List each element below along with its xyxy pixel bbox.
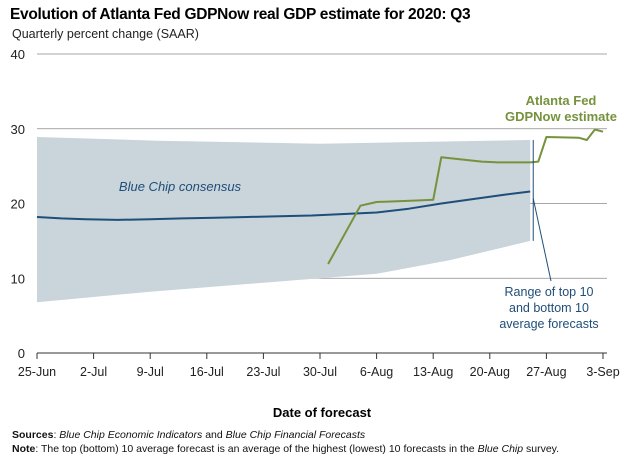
gdpnow-label-line-1: Atlanta Fed xyxy=(526,93,597,108)
range-leader-line xyxy=(532,198,552,282)
x-tick-label-23-Jul: 23-Jul xyxy=(246,365,280,379)
chart-footer: Sources: Blue Chip Economic Indicators a… xyxy=(12,428,559,456)
blue-chip-consensus-label: Blue Chip consensus xyxy=(119,179,242,194)
note-label: Note xyxy=(12,443,36,455)
range-band-group xyxy=(37,137,531,303)
range-label-line-3: average forecasts xyxy=(499,317,598,331)
note-line: Note: The top (bottom) 10 average foreca… xyxy=(12,442,559,456)
x-tick-label-13-Aug: 13-Aug xyxy=(413,365,453,379)
gdpnow-label-line-2: GDPNow estimate xyxy=(505,109,617,124)
sources-label: Sources xyxy=(12,429,54,441)
blue-chip-consensus-line xyxy=(36,190,531,221)
x-tick-label-2-Jul: 2-Jul xyxy=(80,365,107,379)
range-label-line-1: Range of top 10 xyxy=(505,285,594,299)
y-tick-label-40: 40 xyxy=(11,47,25,62)
sources-text-2: and xyxy=(202,429,226,441)
gdpnow-estimate-line xyxy=(327,128,604,265)
y-tick-label-0: 0 xyxy=(18,346,25,361)
sources-line: Sources: Blue Chip Economic Indicators a… xyxy=(12,429,366,441)
note-text-1: : The top (bottom) 10 average forecast i… xyxy=(35,443,478,455)
sources-text-3: Blue Chip Financial Forecasts xyxy=(225,429,366,441)
chart-subtitle: Quarterly percent change (SAAR) xyxy=(12,27,199,41)
x-tick-label-3-Sep: 3-Sep xyxy=(586,365,619,379)
x-tick-label-6-Aug: 6-Aug xyxy=(360,365,393,379)
series-lines xyxy=(36,128,604,265)
x-axis-title: Date of forecast xyxy=(273,405,372,420)
note-text-2: Blue Chip xyxy=(477,443,524,455)
x-tick-label-30-Jul: 30-Jul xyxy=(303,365,337,379)
x-tick-label-9-Jul: 9-Jul xyxy=(137,365,164,379)
x-tick-label-20-Aug: 20-Aug xyxy=(470,365,510,379)
y-tick-label-30: 30 xyxy=(11,122,25,137)
axes: 0 10 20 30 40 25-Jun 2-Jul 9-Jul 16-Jul 23-Jul 30-… xyxy=(11,47,620,420)
x-tick-label-25-Jun: 25-Jun xyxy=(18,365,56,379)
x-tick-label-16-Jul: 16-Jul xyxy=(190,365,224,379)
range-label-line-2: and bottom 10 xyxy=(509,301,589,315)
chart-title: Evolution of Atlanta Fed GDPNow real GDP… xyxy=(10,6,471,23)
sources-text-1: Blue Chip Economic Indicators xyxy=(59,429,203,441)
range-band xyxy=(37,137,531,303)
note-text-3: survey. xyxy=(523,443,560,455)
y-tick-label-20: 20 xyxy=(11,197,25,212)
y-tick-label-10: 10 xyxy=(11,271,25,286)
x-tick-label-27-Aug: 27-Aug xyxy=(526,365,566,379)
